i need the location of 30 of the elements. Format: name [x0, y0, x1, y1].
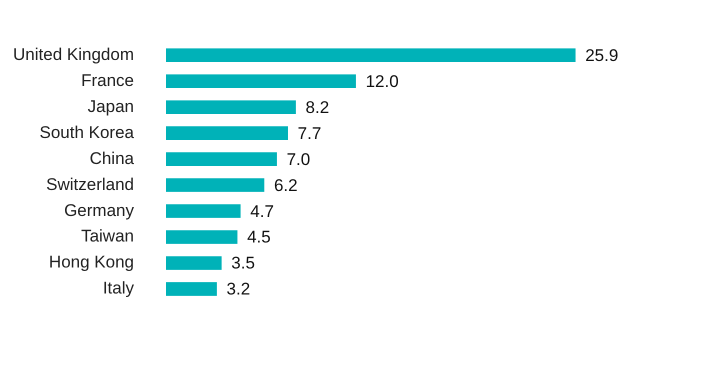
bar — [166, 178, 264, 192]
data-label: 12.0 — [366, 72, 399, 91]
data-label: 3.5 — [231, 254, 255, 273]
data-label: 7.7 — [298, 124, 322, 143]
y-tick-label: Germany — [64, 200, 134, 220]
bar — [166, 282, 217, 296]
y-tick-label: Italy — [102, 278, 134, 298]
data-label: 7.0 — [286, 150, 310, 169]
data-label: 4.5 — [247, 228, 271, 247]
y-tick-label: United Kingdom — [13, 44, 134, 64]
data-label: 6.2 — [274, 176, 298, 195]
bar — [166, 152, 277, 166]
data-label: 8.2 — [306, 98, 330, 117]
bar — [166, 126, 288, 140]
data-label: 25.9 — [585, 46, 618, 65]
bar — [166, 48, 576, 62]
bar — [166, 100, 296, 114]
y-tick-label: Hong Kong — [48, 252, 134, 272]
data-label: 3.2 — [226, 280, 250, 299]
bar — [166, 230, 238, 244]
y-tick-label: Taiwan — [81, 226, 134, 246]
y-tick-label: Japan — [88, 96, 134, 116]
bar — [166, 74, 356, 88]
y-tick-label: China — [90, 148, 135, 168]
bar — [166, 204, 241, 218]
y-tick-label: Switzerland — [46, 174, 134, 194]
bar — [166, 256, 222, 270]
y-tick-label: France — [81, 70, 134, 90]
data-label: 4.7 — [250, 202, 274, 221]
y-tick-label: South Korea — [39, 122, 135, 142]
